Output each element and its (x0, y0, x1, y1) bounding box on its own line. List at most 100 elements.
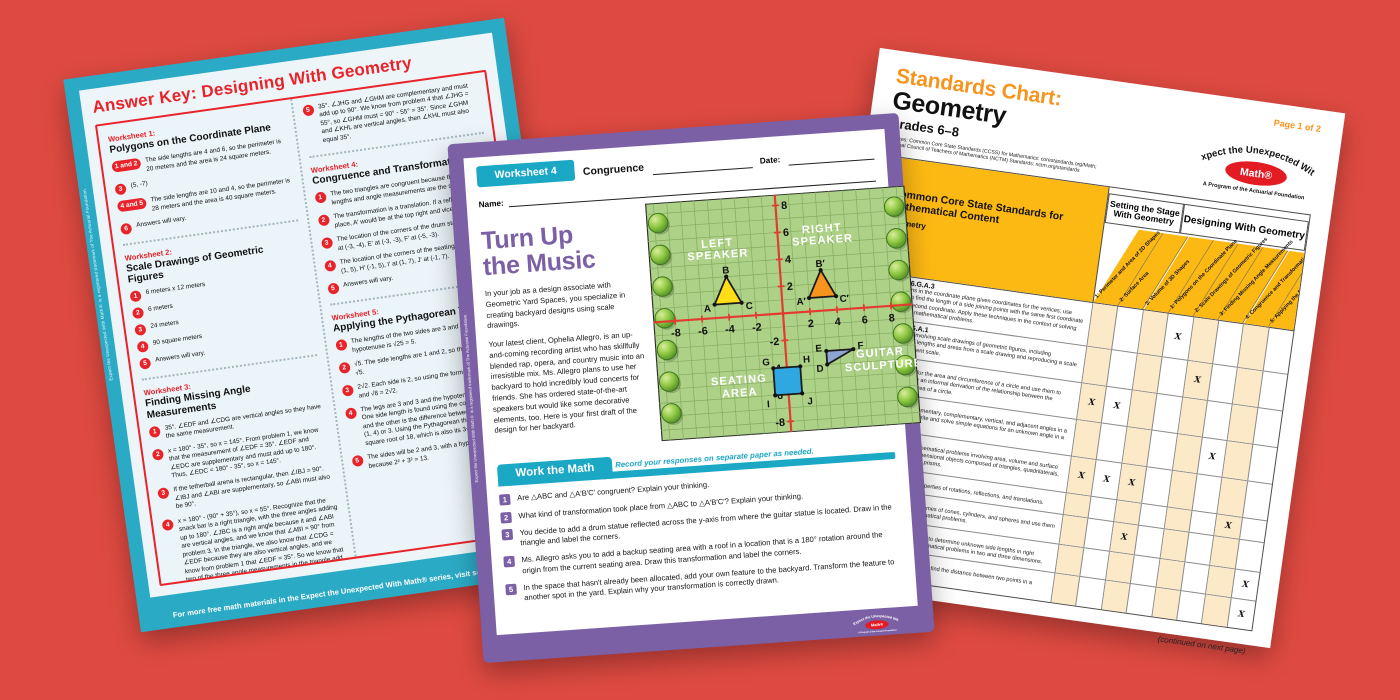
worksheet-topic: Congruence (582, 161, 645, 178)
svg-text:AREA: AREA (722, 386, 758, 400)
mark-cell (1088, 496, 1117, 522)
answer-number-badge: 3 (157, 487, 170, 500)
worksheet-page: Expect the Unexpected With Math® is a re… (447, 112, 935, 664)
mark-cell: X (1214, 514, 1243, 539)
svg-text:E: E (815, 343, 823, 354)
answer-number-badge: 4 and 5 (116, 197, 147, 213)
svg-text:-6: -6 (773, 390, 783, 403)
answer-number-badge: 3 (341, 384, 354, 397)
svg-text:A: A (704, 304, 712, 315)
answer-number-badge: 5 (301, 104, 315, 117)
x-mark: X (1102, 474, 1111, 485)
svg-text:A Program of the Actuarial Fou: A Program of the Actuarial Foundation (858, 629, 897, 635)
svg-text:6: 6 (783, 227, 790, 239)
question-number-badge: 4 (503, 556, 516, 568)
svg-text:6: 6 (861, 314, 868, 326)
svg-text:RIGHT: RIGHT (802, 222, 843, 237)
question-number-badge: 5 (505, 583, 517, 596)
svg-text:8: 8 (781, 200, 788, 212)
svg-text:Math®: Math® (1239, 166, 1273, 182)
svg-text:B: B (722, 265, 730, 276)
answer-text: 6 meters x 12 meters (145, 281, 206, 297)
answer-number-badge: 1 (314, 191, 327, 205)
x-mark: X (1112, 400, 1121, 412)
answer-text: Answers will vary. (154, 350, 206, 364)
svg-text:-8: -8 (671, 327, 681, 340)
svg-text:H: H (803, 354, 811, 365)
x-mark: X (1127, 477, 1136, 489)
mark-cell (1243, 481, 1272, 520)
answer-number-badge: 5 (351, 455, 364, 468)
answer-text: (5, -7) (130, 180, 149, 190)
svg-text:A′: A′ (796, 296, 807, 308)
mark-cell: X (1227, 598, 1255, 630)
x-mark: X (1087, 397, 1096, 409)
answer-number-badge: 3 (114, 183, 127, 196)
mark-cell (1248, 445, 1277, 484)
worksheet-inner: Worksheet 4 Congruence Date: Name: Turn … (463, 128, 923, 636)
svg-text:4: 4 (785, 254, 792, 266)
x-mark: X (1237, 608, 1246, 620)
answer-number-badge: 3 (134, 324, 147, 337)
svg-text:I: I (767, 399, 771, 410)
mark-cell (1236, 540, 1264, 572)
mark-cell (1240, 518, 1267, 542)
svg-text:-2: -2 (769, 336, 779, 349)
answer-number-badge: 2 (337, 361, 351, 375)
x-mark: X (1173, 331, 1182, 343)
svg-text:Math®: Math® (871, 622, 884, 628)
answer-text: 24 meters (150, 319, 180, 331)
svg-text:2: 2 (786, 281, 793, 293)
answer-number-badge: 6 (120, 222, 133, 236)
answer-text: 6 meters (147, 303, 174, 314)
x-mark: X (1224, 521, 1233, 532)
date-label: Date: (759, 155, 781, 166)
answer-number-badge: 4 (161, 518, 175, 532)
question-number-badge: 1 (498, 493, 511, 506)
answer-number-badge: 2 (317, 214, 330, 227)
answer-number-badge: 5 (138, 357, 152, 371)
svg-text:J: J (807, 396, 813, 407)
answer-number-badge: 1 (148, 425, 161, 438)
svg-text:2: 2 (807, 318, 814, 330)
mark-cell (1114, 500, 1143, 525)
intro-paragraph-2: Your latest client, Ophelia Allegro, is … (488, 330, 645, 436)
svg-text:-6: -6 (698, 325, 708, 338)
worksheet-title: Turn Up the Music (480, 220, 597, 281)
worksheet-content: Turn Up the Music In your job as a desig… (479, 184, 923, 458)
answer-number-badge: 4 (344, 407, 357, 420)
question-number-badge: 2 (500, 511, 512, 524)
mark-cell: X (1231, 569, 1259, 601)
answer-number-badge: 1 and 2 (111, 158, 142, 173)
answer-number-badge: 1 (129, 290, 142, 303)
answer-text: Answers will vary. (342, 274, 394, 289)
mark-cell (1063, 493, 1092, 518)
header-rule (651, 155, 753, 176)
name-label: Name: (478, 198, 504, 210)
worksheet-intro: Turn Up the Music In your job as a desig… (479, 202, 652, 457)
x-mark: X (1241, 579, 1250, 591)
x-mark: X (1193, 375, 1202, 386)
answer-text: Answers will vary. (135, 214, 187, 229)
svg-text:-8: -8 (775, 417, 785, 430)
question-list: 1 Are △ABC and △A′B′C′ congruent? Explain… (498, 467, 904, 605)
answer-number-badge: 3 (320, 237, 333, 250)
date-blank-line (787, 146, 875, 166)
answer-text: 90 square meters (152, 333, 203, 348)
answer-text: x = 180° - (90° + 35°), so x = 55°. Reco… (177, 497, 346, 584)
answer-number-badge: 4 (136, 340, 150, 354)
standards-chart-page: Page 1 of 2 Expect the Unexpected With Ma… (804, 47, 1346, 655)
svg-text:SPEAKER: SPEAKER (792, 232, 854, 248)
mark-cell (1164, 507, 1193, 532)
mark-cell (1263, 328, 1293, 374)
mark-cell (1189, 510, 1218, 536)
answer-number-badge: 5 (326, 282, 340, 295)
svg-text:F: F (857, 340, 864, 351)
question-number-badge: 3 (501, 528, 514, 541)
svg-text:D: D (816, 364, 824, 375)
svg-text:B′: B′ (815, 258, 826, 270)
svg-text:4: 4 (834, 316, 841, 328)
intro-paragraph-1: In your job as a design associate with G… (484, 280, 626, 331)
x-mark: X (1077, 470, 1086, 482)
answer-number-badge: 4 (323, 259, 337, 273)
